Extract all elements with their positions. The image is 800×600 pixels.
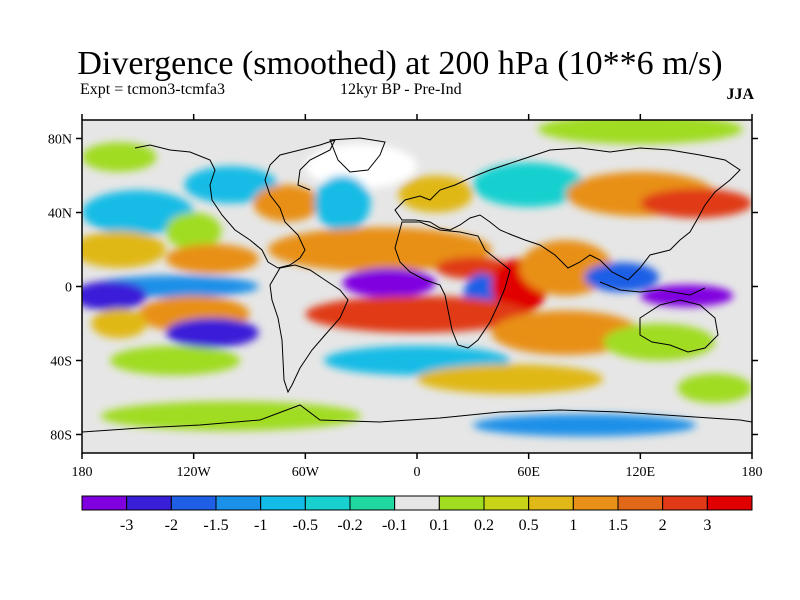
field-blob — [417, 364, 604, 394]
colorbar-swatch — [438, 495, 485, 511]
colorbar-label: 1.5 — [608, 517, 628, 534]
colorbar-label: -2 — [165, 517, 178, 534]
lat-tick-label: 40N — [48, 207, 72, 222]
colorbar-label: 3 — [703, 517, 711, 534]
lon-tick-label: 180 — [72, 465, 93, 480]
colorbar-swatch — [572, 495, 619, 511]
field-blob — [491, 310, 641, 355]
field-blob — [305, 295, 529, 333]
coast-africa — [394, 221, 511, 349]
lon-tick-label: 60E — [517, 465, 540, 480]
lat-tick-label: 80N — [48, 133, 72, 148]
lat-tick-label: 40S — [50, 355, 72, 370]
colorbar-swatch — [81, 495, 128, 511]
field-blob — [100, 401, 362, 431]
field-blob — [82, 280, 148, 311]
field-blob — [472, 414, 697, 437]
latitude-axis: 80N 40N 0 40S 80S — [48, 133, 758, 444]
colorbar-label: 0.5 — [519, 517, 539, 534]
field-blob — [435, 256, 511, 280]
coast-greenland — [329, 137, 386, 173]
field-blob — [165, 212, 222, 250]
colorbar-swatch — [483, 495, 530, 511]
colorbar-swatch — [215, 495, 262, 511]
field-blob — [342, 268, 436, 298]
field-blob — [677, 373, 752, 404]
colorbar-swatch — [304, 495, 351, 511]
period-label: 12kyr BP - Pre-Ind — [340, 81, 462, 98]
field-blob — [640, 188, 752, 219]
coast-australia — [639, 299, 719, 353]
colorbar-label: -3 — [120, 517, 133, 534]
season-label: JJA — [726, 86, 754, 103]
lon-tick-label: 0 — [414, 465, 421, 480]
colorbar-label: 0.2 — [474, 517, 494, 534]
coastlines — [82, 137, 752, 433]
colorbar-swatch — [528, 495, 574, 511]
field-blob — [640, 284, 734, 307]
lat-tick-label: 0 — [65, 281, 72, 296]
field-blob — [165, 317, 259, 348]
colorbar-swatch — [126, 495, 172, 511]
field-blob — [472, 162, 585, 207]
colorbar-label: -0.1 — [382, 517, 407, 534]
coast-south-america — [269, 264, 349, 394]
experiment-label: Expt = tcmon3-tcmfa3 — [80, 81, 225, 98]
field-blob — [268, 227, 492, 272]
longitude-axis: 180 120W 60W 0 60E 120E 180 — [72, 114, 763, 480]
lon-tick-label: 180 — [742, 465, 763, 480]
coast-antarctica — [82, 404, 752, 433]
colorbar-swatch — [706, 495, 753, 511]
field-blob — [314, 175, 371, 231]
colorbar-label: 2 — [659, 517, 667, 534]
field-blob — [91, 308, 148, 339]
colorbar-label: -1.5 — [203, 517, 228, 534]
coast-europe-asia — [394, 147, 741, 281]
field-blob — [538, 120, 743, 145]
contour-field — [82, 120, 752, 437]
field-blob — [82, 190, 194, 235]
field-blob — [305, 144, 417, 189]
field-blob — [603, 323, 715, 361]
colorbar-swatch — [617, 495, 664, 511]
colorbar-label: 0.1 — [429, 517, 449, 534]
plot-title: Divergence (smoothed) at 200 hPa (10**6 … — [77, 45, 723, 82]
field-blob — [253, 184, 321, 222]
field-blob — [82, 231, 166, 268]
colorbar-label: -0.5 — [293, 517, 318, 534]
colorbar-label: 1 — [569, 517, 577, 534]
field-blob — [82, 142, 157, 172]
coast-indonesia — [599, 281, 706, 296]
lon-tick-label: 120E — [626, 465, 656, 480]
colorbar-swatch — [662, 495, 708, 511]
coast-north-america — [134, 139, 336, 269]
field-blob — [109, 345, 241, 376]
colorbar-swatch — [260, 495, 306, 511]
lon-tick-label: 60W — [292, 465, 320, 480]
lat-tick-label: 80S — [50, 429, 72, 444]
field-blob — [184, 166, 278, 204]
lon-tick-label: 120W — [177, 465, 212, 480]
colorbar-swatch — [394, 495, 440, 511]
colorbar: -3 -2 -1.5 -1 -0.5 -0.2 -0.1 0.1 0.2 0.5 1 1.5 2 3 — [81, 495, 753, 534]
colorbar-swatch — [349, 495, 396, 511]
colorbar-label: -1 — [254, 517, 267, 534]
colorbar-swatch — [170, 495, 217, 511]
colorbar-label: -0.2 — [337, 517, 362, 534]
field-blob — [165, 243, 259, 274]
